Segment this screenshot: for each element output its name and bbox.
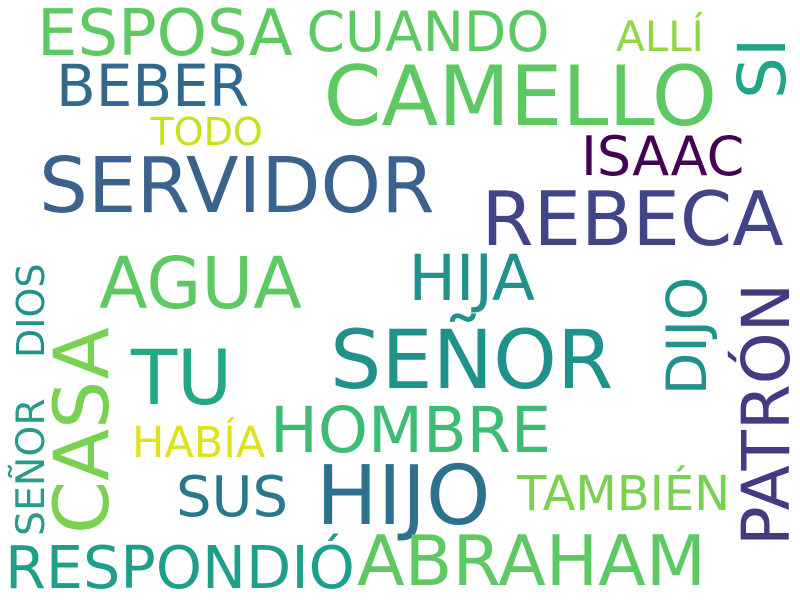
word-hija: HIJA <box>408 242 536 315</box>
word-senor-small: SEÑOR <box>7 398 54 536</box>
word-casa: CASA <box>37 327 126 534</box>
word-si: SI <box>724 37 800 99</box>
word-tambien: TAMBIÉN <box>517 466 731 522</box>
word-todo: TODO <box>150 110 263 154</box>
word-hijo: HIJO <box>316 449 491 544</box>
word-senor: SEÑOR <box>330 314 614 408</box>
word-abraham: ABRAHAM <box>357 520 706 600</box>
word-agua: AGUA <box>99 241 302 325</box>
word-hombre: HOMBRE <box>270 393 552 468</box>
word-habia: HABÍA <box>132 418 266 468</box>
word-servidor: SERVIDOR <box>39 142 435 231</box>
word-alli: ALLÍ <box>616 12 704 61</box>
word-dijo: DIJO <box>655 276 719 395</box>
word-patron: PATRÓN <box>728 282 800 546</box>
word-camello: CAMELLO <box>323 48 718 145</box>
word-rebeca: REBECA <box>481 175 784 263</box>
word-respondio: RESPONDIÓ <box>5 532 355 600</box>
word-isaac: ISAAC <box>581 125 745 188</box>
word-tu: TU <box>131 333 233 422</box>
word-esposa: ESPOSA <box>37 0 293 71</box>
word-beber: BEBER <box>56 52 250 120</box>
word-sus: SUS <box>176 465 289 530</box>
word-cuando: CUANDO <box>306 0 550 64</box>
